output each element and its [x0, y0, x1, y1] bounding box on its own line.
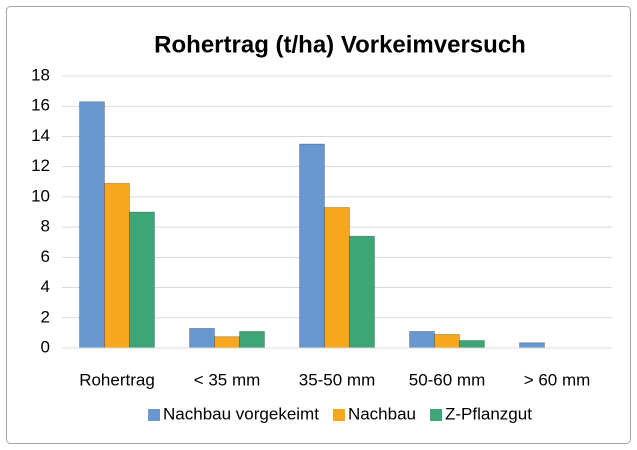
legend-label: Nachbau vorgekeimt [163, 404, 319, 423]
bar [519, 342, 545, 349]
legend-swatch [148, 409, 161, 421]
legend-swatch [430, 409, 443, 421]
x-tick-label: > 60 mm [524, 370, 591, 389]
chart-title: Rohertrag (t/ha) Vorkeimversuch [154, 31, 526, 58]
y-tick-label: 4 [41, 277, 50, 296]
bar [434, 333, 460, 349]
bar [409, 330, 435, 349]
legend-swatch [332, 409, 345, 421]
y-tick-label: 2 [41, 307, 50, 326]
legend-label: Nachbau [348, 404, 416, 423]
y-tick-label: 0 [41, 337, 50, 356]
x-tick-label: 50-60 mm [409, 370, 486, 389]
bar [459, 340, 485, 349]
bar [324, 207, 350, 349]
x-tick-label: < 35 mm [194, 370, 261, 389]
y-tick-label: 6 [41, 247, 50, 266]
y-tick-label: 18 [31, 65, 50, 84]
bar [104, 182, 130, 349]
bar [214, 336, 240, 349]
y-tick-label: 12 [31, 156, 50, 175]
bar [349, 235, 375, 349]
bar [189, 327, 215, 349]
y-tick-label: 10 [31, 186, 50, 205]
y-tick-label: 14 [31, 126, 50, 145]
bar [239, 330, 265, 349]
bar [129, 211, 155, 349]
x-tick-label: Rohertrag [79, 370, 155, 389]
legend-label: Z-Pflanzgut [445, 404, 532, 423]
x-tick-label: 35-50 mm [299, 370, 376, 389]
bar [299, 143, 325, 349]
bar [79, 101, 105, 349]
y-tick-label: 16 [31, 96, 50, 115]
y-tick-label: 8 [41, 217, 50, 236]
